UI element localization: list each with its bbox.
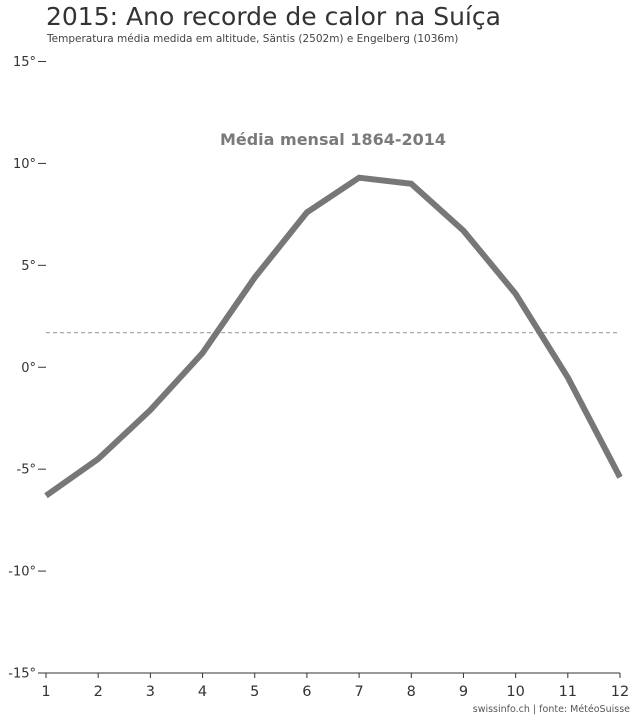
x-axis: 1 2 3 4 5 6 7 8 9 10 11 12	[41, 672, 629, 700]
chart-title: 2015: Ano recorde de calor na Suíça	[46, 2, 501, 31]
y-tick-label: -5°	[17, 463, 36, 478]
series-layer	[44, 174, 623, 499]
x-tick-label: 8	[407, 684, 416, 700]
x-tick-label: 3	[146, 684, 155, 700]
x-tick-label: 12	[611, 684, 629, 700]
y-axis: 15° 10° 5° 0° -5° -10° -15°	[8, 55, 46, 682]
series-line	[44, 174, 623, 499]
x-tick-label: 1	[41, 684, 50, 700]
x-tick-label: 7	[354, 684, 363, 700]
y-tick-label: 0°	[21, 361, 36, 376]
x-tick-label: 5	[250, 684, 259, 700]
chart-subtitle: Temperatura média medida em altitude, Sä…	[47, 33, 459, 45]
source-credit: swissinfo.ch | fonte: MétéoSuisse	[472, 704, 630, 715]
x-tick-label: 11	[559, 684, 577, 700]
x-tick-label: 4	[198, 684, 207, 700]
y-tick-label: 5°	[21, 259, 36, 274]
y-tick-label: 15°	[13, 55, 36, 70]
y-tick-label: 10°	[13, 157, 36, 172]
chart-annotation: Média mensal 1864-2014	[220, 130, 446, 149]
x-tick-label: 2	[94, 684, 103, 700]
x-tick-label: 9	[459, 684, 468, 700]
line-chart: 15°10°5°0°-5°-10°-15° 1 2 3 4 5 6 7 8 9 10 11 12 Mé…	[8, 55, 629, 700]
x-tick-label: 10	[506, 684, 524, 700]
y-tick-label: -10°	[8, 565, 36, 580]
x-tick-label: 6	[302, 684, 311, 700]
y-tick-label: -15°	[8, 667, 36, 682]
